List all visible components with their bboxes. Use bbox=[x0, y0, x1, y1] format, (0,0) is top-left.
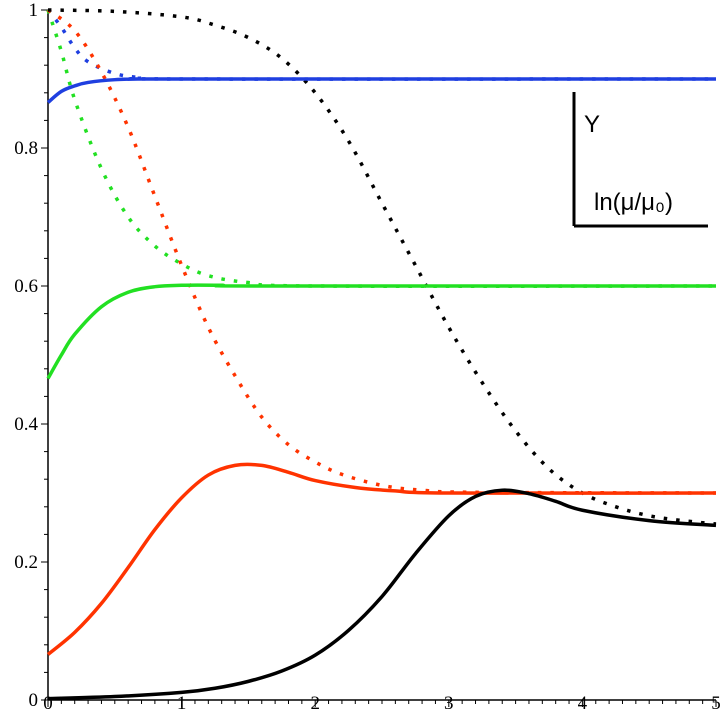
series-line-dotted-5 bbox=[46, 8, 717, 495]
x-tick-label: 3 bbox=[444, 693, 454, 712]
legend-y-label: Y bbox=[584, 111, 600, 138]
y-tick-label: 0 bbox=[29, 690, 39, 711]
x-tick-label: 4 bbox=[578, 693, 588, 712]
axes: 0 1 2 3 4 5 0 0.2 0.4 0.6 0.8 1 bbox=[14, 0, 721, 712]
legend: Y ln(μ/μ₀) bbox=[572, 92, 708, 228]
series-line-solid-2 bbox=[46, 283, 717, 380]
legend-x-label: ln(μ/μ₀) bbox=[594, 189, 673, 216]
y-tick-label: 0.4 bbox=[14, 414, 38, 435]
series-line-solid-4 bbox=[46, 462, 717, 656]
y-tick-label: 1 bbox=[29, 0, 39, 21]
series-line-dotted-7 bbox=[47, 8, 717, 526]
series-line-dotted-1 bbox=[46, 8, 717, 81]
x-tick-label: 2 bbox=[310, 693, 320, 712]
x-tick-label: 5 bbox=[711, 693, 721, 712]
x-tick-label: 1 bbox=[177, 693, 187, 712]
series-line-solid-0 bbox=[46, 77, 716, 104]
y-tick-label: 0.8 bbox=[14, 138, 38, 159]
y-tick-label: 0.6 bbox=[14, 276, 38, 297]
series-line-solid-6 bbox=[47, 488, 717, 701]
series-line-dotted-3 bbox=[46, 9, 717, 289]
series-layer bbox=[46, 8, 717, 701]
x-tick-label: 0 bbox=[43, 693, 53, 712]
y-tick-label: 0.2 bbox=[14, 552, 38, 573]
